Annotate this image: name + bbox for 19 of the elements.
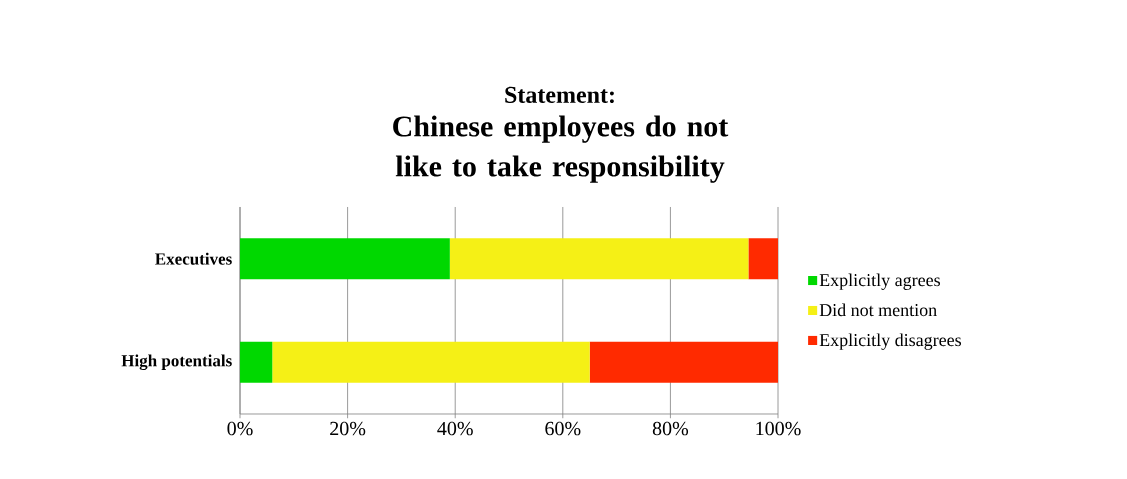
bar (449, 238, 749, 280)
chart-subtitle: Chinese employees do not like to take responsibility (393, 115, 729, 183)
y-tick-label: Executives (155, 252, 232, 265)
x-tick-label: 40% (437, 421, 473, 436)
chart-title: Statement: (505, 86, 614, 104)
x-tick-label: 20% (330, 421, 366, 436)
bar (240, 341, 273, 383)
bar (589, 341, 779, 383)
legend-label: Did not mention (819, 303, 937, 317)
bar (240, 238, 450, 280)
x-tick-label: 60% (545, 421, 581, 436)
bar (272, 341, 590, 383)
x-tick-label: 100% (756, 421, 801, 436)
x-tick-label: 80% (652, 421, 689, 436)
legend-label: Explicitly agrees (819, 273, 940, 290)
y-tick-label: High potentials (121, 354, 232, 371)
bar (748, 238, 779, 280)
x-tick-label: 0% (227, 421, 253, 436)
legend-label: Explicitly disagrees (819, 333, 962, 350)
